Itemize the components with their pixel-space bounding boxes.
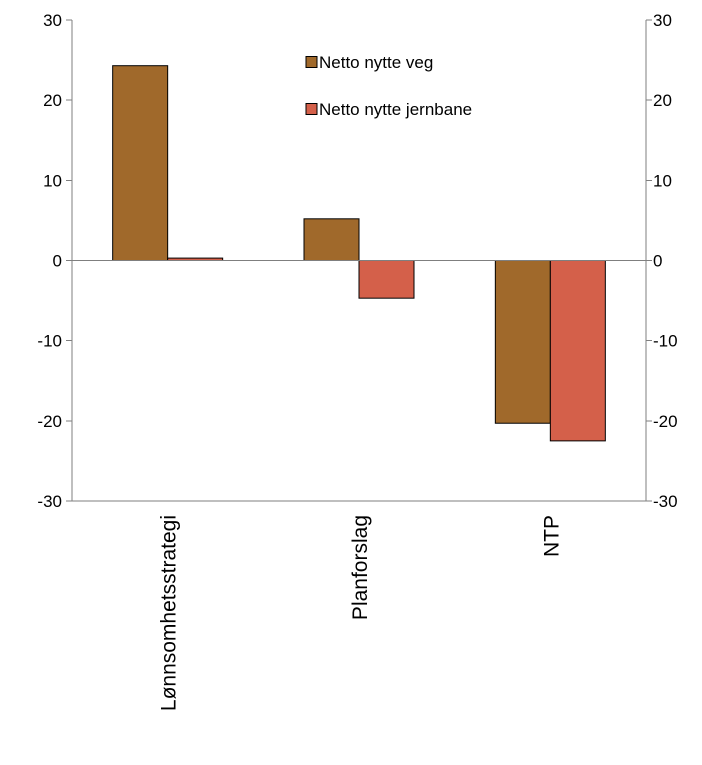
bar-netto-nytte-veg-ntp — [494, 260, 551, 424]
bars-group — [112, 65, 606, 442]
left-tick-label: 0 — [53, 252, 62, 271]
right-tick-label: 0 — [653, 252, 662, 271]
right-tick-label: -20 — [653, 412, 678, 431]
right-tick-label: 30 — [653, 11, 672, 30]
right-tick-label: 10 — [653, 171, 672, 190]
legend: Netto nytte veg Netto nytte jernbane — [305, 53, 472, 119]
category-label-planforslag: Planforslag — [349, 515, 372, 620]
right-tick-label: 20 — [653, 91, 672, 110]
bar-netto-nytte-veg-l-nnsomhetsstrategi — [112, 65, 169, 261]
legend-swatch-netto-nytte-jernbane — [305, 103, 318, 115]
left-tick-label: -20 — [37, 412, 62, 431]
left-tick-label: -30 — [37, 492, 62, 511]
left-tick-label: 20 — [43, 91, 62, 110]
left-tick-label: 30 — [43, 11, 62, 30]
category-labels: Lønnsomhetsstrategi Planforslag NTP — [158, 515, 564, 711]
category-label-ntp: NTP — [540, 515, 563, 557]
legend-label-netto-nytte-veg: Netto nytte veg — [319, 53, 433, 72]
bar-netto-nytte-jernbane-ntp — [549, 260, 606, 442]
legend-label-netto-nytte-jernbane: Netto nytte jernbane — [319, 100, 472, 119]
right-tick-label: -30 — [653, 492, 678, 511]
left-tick-label: -10 — [37, 332, 62, 351]
bar-netto-nytte-jernbane-planforslag — [358, 260, 415, 299]
right-y-axis: -30 -20 -10 0 10 20 30 — [646, 11, 678, 511]
left-y-axis: -30 -20 -10 0 10 20 30 — [37, 11, 72, 511]
category-label-l-nnsomhetsstrategi: Lønnsomhetsstrategi — [158, 515, 181, 711]
legend-swatch-netto-nytte-veg — [305, 56, 318, 68]
left-tick-label: 10 — [43, 171, 62, 190]
bar-netto-nytte-veg-planforslag — [303, 218, 360, 262]
right-tick-label: -10 — [653, 332, 678, 351]
